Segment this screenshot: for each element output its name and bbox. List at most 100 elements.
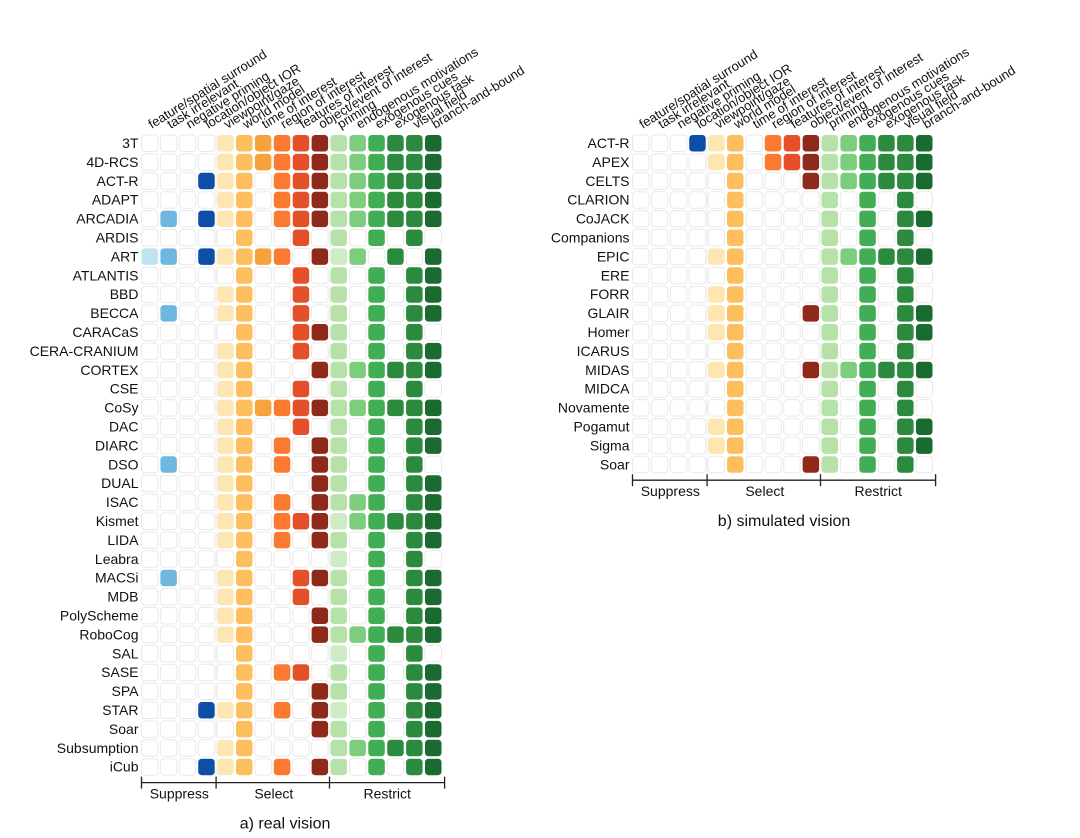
heatmap-cell-Novamente-12 [839,399,858,417]
heatmap-cell-4D-RCS-3 [178,153,197,171]
heatmap-cell-LIDA-10 [311,531,329,549]
heatmap-cell-MDB-14 [386,588,405,606]
heatmap-cell-ACT-R-8 [273,172,291,190]
heatmap-cell-iCub-12 [348,758,367,776]
heatmap-cell-ERE-2 [650,266,669,285]
heatmap-cell-4D-RCS-16 [425,153,442,171]
heatmap-cell-Leabra-12 [348,550,367,568]
heatmap-cell-RoboCog-4 [197,625,216,644]
heatmap-cell-DUAL-2 [159,474,178,493]
heatmap-cell-Pogamut-1 [632,418,650,436]
heatmap-cell-Subsumption-2 [159,739,178,757]
heatmap-cell-CoSy-12 [349,399,366,417]
heatmap-cell-ACT-R-6 [727,135,744,152]
heatmap-cell-STAR-10 [311,702,329,719]
row-label: CELTS [585,173,629,189]
heatmap-cell-ARDIS-2 [159,229,178,247]
heatmap-cell-Homer-11 [821,324,838,341]
heatmap-cell-ARCADIA-8 [273,210,291,228]
heatmap-cell-RoboCog-3 [178,625,197,644]
heatmap-cell-Companions-1 [632,229,650,247]
heatmap-cell-CLARION-5 [707,191,726,209]
heatmap-cell-ADAPT-9 [292,191,310,209]
heatmap-cell-CERA-CRANIUM-7 [254,342,272,360]
heatmap-cell-ACT-R-7 [254,172,272,190]
heatmap-cell-Kismet-14 [387,513,404,530]
heatmap-cell-Soar-16 [425,720,442,738]
heatmap-cell-FORR-4 [688,285,707,304]
heatmap-cell-BBD-7 [254,285,272,304]
heatmap-cell-STAR-12 [348,701,367,719]
heatmap-cell-MDB-15 [406,588,423,606]
heatmap-cell-BECCA-15 [406,305,423,322]
heatmap-cell-ERE-12 [839,266,858,285]
heatmap-cell-ART-9 [292,247,310,266]
heatmap-cell-ARCADIA-2 [160,210,177,228]
heatmap-cell-ISAC-16 [425,494,442,511]
heatmap-cell-ISAC-7 [254,493,272,512]
heatmap-cell-Leabra-2 [159,550,178,568]
heatmap-cell-Kismet-5 [217,513,234,530]
heatmap-cell-PolyScheme-16 [425,607,442,624]
heatmap-cell-CoSy-8 [273,399,291,417]
heatmap-cell-SAL-15 [406,645,423,662]
heatmap-cell-Homer-14 [877,323,896,341]
heatmap-cell-DSO-3 [178,455,197,474]
row-label: ERE [601,267,630,283]
heatmap-cell-BBD-2 [159,285,178,304]
heatmap-cell-STAR-16 [425,702,442,719]
heatmap-cell-MIDAS-13 [859,361,876,379]
heatmap-cell-Leabra-15 [406,550,423,568]
heatmap-cell-PolyScheme-8 [273,607,291,625]
heatmap-cell-CoSy-14 [387,399,404,417]
heatmap-cell-CELTS-3 [669,172,688,190]
heatmap-cell-ATLANTIS-16 [425,267,442,284]
heatmap-cell-Kismet-2 [159,512,178,530]
heatmap-cell-FORR-6 [727,286,744,303]
heatmap-cell-Companions-2 [650,229,669,247]
heatmap-cell-Subsumption-15 [406,739,423,757]
heatmap-cell-SAL-13 [368,645,385,662]
heatmap-cell-Soar-10 [311,720,329,738]
heatmap-cell-DIARC-6 [236,437,253,454]
heatmap-cell-Homer-5 [708,324,725,341]
heatmap-cell-ARCADIA-13 [368,210,385,228]
heatmap-cell-DUAL-9 [292,474,310,493]
heatmap-cell-CoJACK-16 [916,210,933,228]
row-label: CLARION [567,192,629,208]
heatmap-cell-DUAL-4 [197,474,216,493]
heatmap-cell-PolyScheme-7 [254,607,272,625]
row-label: ICARUS [577,343,630,359]
heatmap-cell-LIDA-3 [178,531,197,549]
heatmap-cell-ADAPT-12 [349,191,366,209]
row-label: ACT-R [97,173,139,189]
heatmap-cell-MDB-3 [178,588,197,606]
heatmap-cell-iCub-2 [159,758,178,776]
heatmap-cell-CARACaS-10 [311,324,329,341]
heatmap-cell-ATLANTIS-12 [348,266,367,285]
heatmap-cell-ERE-11 [821,267,838,284]
heatmap-cell-ICARUS-9 [783,342,801,360]
heatmap-cell-APEX-1 [632,153,650,171]
heatmap-cell-CoJACK-6 [727,210,744,228]
heatmap-cell-DIARC-11 [330,437,347,454]
row-label: BBD [110,286,139,302]
heatmap-cell-CELTS-16 [916,172,933,190]
heatmap-cell-4D-RCS-5 [217,153,234,171]
heatmap-cell-BECCA-2 [160,305,177,322]
group-label-restrict: Restrict [363,786,411,802]
heatmap-cell-PolyScheme-9 [292,607,310,625]
heatmap-cell-Homer-2 [650,323,669,341]
heatmap-cell-3T-14 [387,135,404,152]
heatmap-cell-CARACaS-2 [159,323,178,341]
heatmap-cell-ATLANTIS-1 [141,266,159,285]
heatmap-cell-DAC-8 [273,418,291,436]
heatmap-cell-Kismet-9 [292,513,310,530]
heatmap-cell-DIARC-1 [141,436,159,455]
heatmap-cell-ICARUS-6 [727,342,744,360]
heatmap-cell-Soar-6 [236,720,253,738]
heatmap-cell-Kismet-16 [425,513,442,530]
heatmap-cell-APEX-6 [727,153,744,171]
heatmap-cell-DSO-1 [141,455,159,474]
